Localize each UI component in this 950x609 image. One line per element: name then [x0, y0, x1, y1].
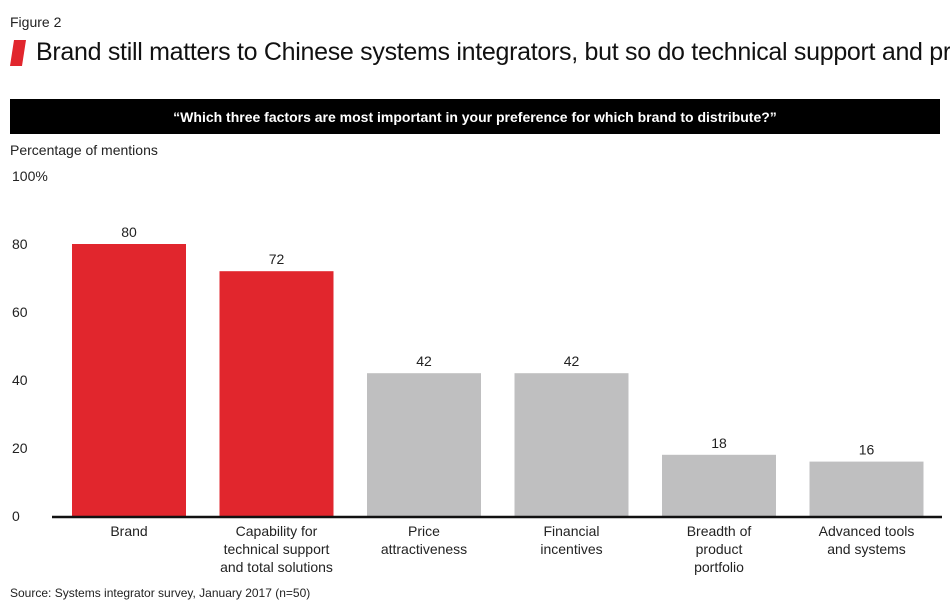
y-tick-label: 20 — [12, 440, 28, 456]
bar-chart: 0 20 40 60 80 100% 80 Brand 72 Capability for tech… — [12, 168, 942, 575]
source-note: Source: Systems integrator survey, Janua… — [10, 586, 311, 600]
category-label: Financial incentives — [540, 523, 602, 557]
bar — [662, 454, 776, 516]
question-banner: “Which three factors are most important … — [10, 99, 940, 134]
data-label: 72 — [269, 251, 285, 267]
category-label: Breadth of product portfolio — [687, 523, 752, 575]
y-tick-label: 0 — [12, 508, 20, 524]
bar — [367, 373, 481, 516]
chart-title: Brand still matters to Chinese systems i… — [36, 38, 950, 66]
y-tick-label: 80 — [12, 236, 28, 252]
data-label: 16 — [859, 442, 875, 458]
bar — [809, 461, 924, 516]
category-label: Price attractiveness — [381, 523, 467, 557]
title-row: Brand still matters to Chinese systems i… — [10, 38, 950, 67]
y-axis-label: Percentage of mentions — [10, 142, 158, 158]
bar — [72, 244, 186, 516]
category-label: Brand — [110, 523, 147, 539]
y-tick-label-top: 100% — [12, 168, 48, 184]
category-label: Capability for technical support and total… — [220, 523, 333, 575]
data-label: 80 — [121, 224, 137, 240]
bar — [219, 271, 334, 516]
red-parallelogram-icon — [10, 39, 26, 66]
bar — [514, 373, 629, 516]
figure-label: Figure 2 — [10, 14, 62, 30]
y-tick-label: 60 — [12, 304, 28, 320]
y-tick-label: 40 — [12, 372, 28, 388]
data-label: 42 — [416, 353, 432, 369]
data-label: 42 — [564, 353, 580, 369]
data-label: 18 — [711, 435, 727, 451]
category-label: Advanced tools and systems — [819, 523, 915, 557]
